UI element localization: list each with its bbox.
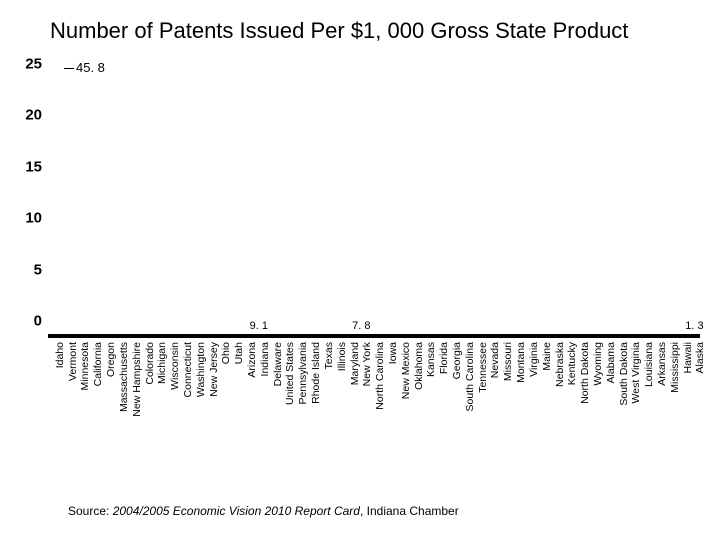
bar-x-label: Maryland <box>349 342 361 385</box>
bar-value-annotation: 9. 1 <box>250 320 268 332</box>
y-tick: 20 <box>18 107 42 124</box>
bar-x-label: North Carolina <box>374 342 386 410</box>
bar-x-label: Colorado <box>144 342 156 385</box>
bar-x-label: Virginia <box>528 342 540 377</box>
bar-x-label: Arkansas <box>656 342 668 386</box>
bars-container: IdahoVermontMinnesotaCaliforniaOregonMas… <box>48 60 700 334</box>
source-prefix: Source: <box>68 504 113 518</box>
bar-value-annotation: 7. 8 <box>352 320 370 332</box>
bar-x-label: North Dakota <box>579 342 591 404</box>
bar-x-label: Massachusetts <box>118 342 130 412</box>
bar-x-label: West Virginia <box>630 342 642 403</box>
y-tick: 15 <box>18 158 42 175</box>
bar-x-label: New Hampshire <box>131 342 143 417</box>
bar-x-label: Connecticut <box>182 342 194 397</box>
bar-x-label: Montana <box>515 342 527 383</box>
bar-x-label: Minnesota <box>79 342 91 390</box>
bar-x-label: Vermont <box>67 342 79 381</box>
bar-x-label: Pennsylvania <box>297 342 309 404</box>
source-italic: 2004/2005 Economic Vision 2010 Report Ca… <box>113 504 360 518</box>
bar-x-label: Wyoming <box>592 342 604 386</box>
overflow-annotation: 45. 8 <box>76 60 105 75</box>
y-tick: 0 <box>18 313 42 330</box>
bar-x-label: United States <box>284 342 296 405</box>
bar-x-label: Wisconsin <box>169 342 181 390</box>
bar-x-label: New Jersey <box>208 342 220 397</box>
bar-x-label: Delaware <box>272 342 284 386</box>
chart-area: 0510152025 IdahoVermontMinnesotaCaliforn… <box>48 60 700 338</box>
bar-x-label: Washington <box>195 342 207 397</box>
bar-x-label: Alabama <box>605 342 617 383</box>
bar-x-label: Nebraska <box>554 342 566 387</box>
bar-x-label: Michigan <box>156 342 168 384</box>
bar-x-label: Arizona <box>246 342 258 378</box>
bar-x-label: Oklahoma <box>413 342 425 390</box>
bar-x-label: Texas <box>323 342 335 369</box>
source-note: Source: 2004/2005 Economic Vision 2010 R… <box>68 504 459 518</box>
bar-x-label: New Mexico <box>400 342 412 399</box>
plot: 0510152025 IdahoVermontMinnesotaCaliforn… <box>48 60 700 338</box>
bar-x-label: Rhode Island <box>310 342 322 404</box>
bar-x-label: Louisiana <box>643 342 655 387</box>
chart-title: Number of Patents Issued Per $1, 000 Gro… <box>50 18 700 44</box>
bar-value-annotation: 1. 3 <box>685 320 703 332</box>
x-axis-baseline <box>48 334 700 338</box>
bar-x-label: Illinois <box>336 342 348 371</box>
bar-x-label: Iowa <box>387 342 399 364</box>
y-tick: 25 <box>18 55 42 72</box>
bar-x-label: New York <box>361 342 373 386</box>
bar-x-label: Nevada <box>489 342 501 378</box>
source-suffix: , Indiana Chamber <box>360 504 459 518</box>
bar-x-label: Maine <box>541 342 553 371</box>
bar-x-label: Hawaii <box>682 342 694 374</box>
bar-x-label: Indiana <box>259 342 271 376</box>
bar-x-label: Florida <box>438 342 450 374</box>
bar-x-label: California <box>92 342 104 386</box>
bar-x-label: Kansas <box>425 342 437 377</box>
bar-x-label: Oregon <box>105 342 117 377</box>
bar-x-label: Utah <box>233 342 245 364</box>
bar-x-label: South Dakota <box>618 342 630 406</box>
bar-x-label: Alaska <box>694 342 706 374</box>
y-tick: 5 <box>18 261 42 278</box>
y-tick: 10 <box>18 210 42 227</box>
bar-x-label: South Carolina <box>464 342 476 411</box>
bar-x-label: Missouri <box>502 342 514 381</box>
bar-x-label: Mississippi <box>669 342 681 393</box>
bar-x-label: Idaho <box>54 342 66 368</box>
bar-x-label: Ohio <box>220 342 232 364</box>
bar-x-label: Georgia <box>451 342 463 379</box>
bar-x-label: Kentucky <box>566 342 578 385</box>
bar-x-label: Tennessee <box>477 342 489 393</box>
